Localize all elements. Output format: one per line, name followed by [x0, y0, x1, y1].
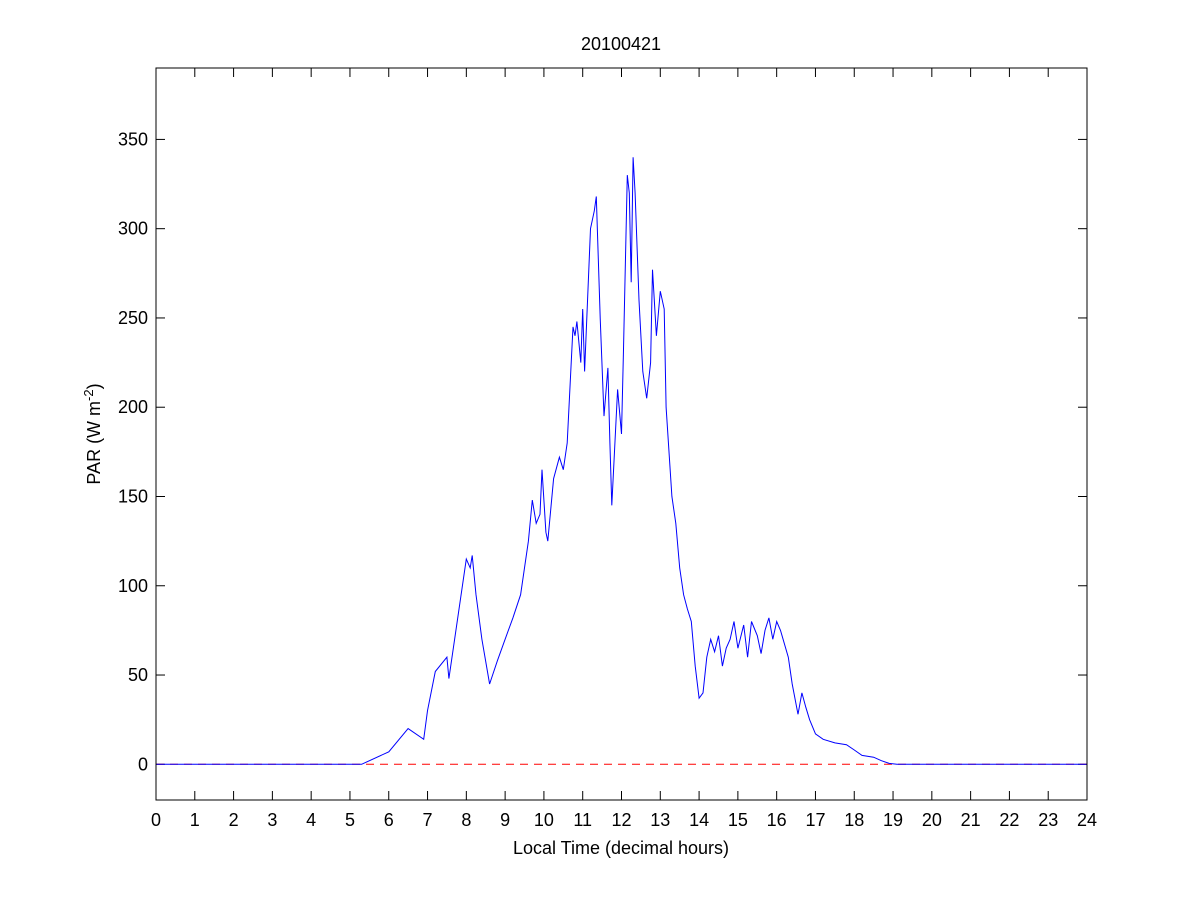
x-tick-label: 2	[229, 810, 239, 830]
y-tick-label: 200	[118, 397, 148, 417]
x-tick-label: 9	[500, 810, 510, 830]
y-tick-label: 350	[118, 129, 148, 149]
x-tick-label: 24	[1077, 810, 1097, 830]
x-tick-label: 21	[961, 810, 981, 830]
x-tick-label: 23	[1038, 810, 1058, 830]
x-tick-label: 4	[306, 810, 316, 830]
x-tick-label: 19	[883, 810, 903, 830]
y-tick-label: 300	[118, 219, 148, 239]
x-tick-label: 22	[999, 810, 1019, 830]
x-tick-label: 5	[345, 810, 355, 830]
y-label-text: PAR (W m	[84, 401, 104, 485]
data-line	[156, 157, 1087, 765]
x-tick-label: 1	[190, 810, 200, 830]
y-label-suffix: )	[84, 383, 104, 389]
x-tick-label: 20	[922, 810, 942, 830]
y-tick-label: 150	[118, 486, 148, 506]
x-tick-label: 12	[611, 810, 631, 830]
x-axis-label: Local Time (decimal hours)	[513, 838, 729, 858]
x-tick-label: 8	[461, 810, 471, 830]
y-tick-label: 100	[118, 576, 148, 596]
y-axis-label: PAR (W m-2)	[81, 383, 104, 484]
x-tick-label: 3	[267, 810, 277, 830]
x-tick-label: 16	[767, 810, 787, 830]
x-tick-label: 0	[151, 810, 161, 830]
y-label-superscript: -2	[81, 389, 96, 401]
x-tick-label: 14	[689, 810, 709, 830]
x-tick-label: 13	[650, 810, 670, 830]
x-tick-label: 11	[573, 810, 592, 830]
x-tick-label: 7	[423, 810, 433, 830]
x-tick-label: 18	[844, 810, 864, 830]
x-tick-label: 17	[805, 810, 825, 830]
x-tick-label: 10	[534, 810, 554, 830]
chart-title: 20100421	[581, 34, 661, 54]
y-tick-label: 50	[128, 665, 148, 685]
plot-frame	[155, 67, 1088, 801]
x-tick-label: 15	[728, 810, 748, 830]
x-tick-label: 6	[384, 810, 394, 830]
y-tick-label: 250	[118, 308, 148, 328]
y-tick-label: 0	[138, 754, 148, 774]
